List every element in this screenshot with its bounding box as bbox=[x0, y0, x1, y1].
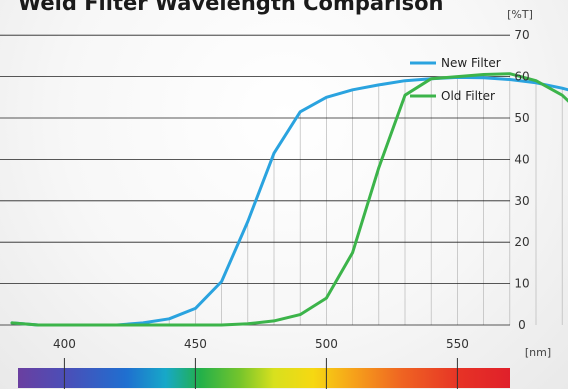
y-tick-label: 50 bbox=[514, 111, 529, 125]
y-tick-label: 60 bbox=[514, 70, 529, 84]
y-tick-label: 70 bbox=[514, 28, 529, 42]
y-unit-label: [%T] bbox=[507, 8, 533, 21]
y-tick-label: 20 bbox=[514, 235, 529, 249]
y-tick-label: 40 bbox=[514, 152, 529, 166]
y-tick-label: 30 bbox=[514, 194, 529, 208]
x-tick-label: 550 bbox=[446, 337, 469, 351]
legend: New Filter Old Filter bbox=[410, 56, 501, 103]
y-tick-label: 10 bbox=[514, 277, 529, 291]
x-unit-label: [nm] bbox=[525, 346, 551, 359]
spectrum-ticks bbox=[63, 358, 458, 389]
series-line-new-filter bbox=[10, 75, 568, 327]
x-tick-labels: 400450500550600650700750 bbox=[53, 337, 469, 351]
horizontal-gridlines bbox=[0, 34, 510, 326]
series-lines bbox=[10, 72, 568, 327]
legend-label: New Filter bbox=[441, 56, 501, 70]
x-tick-label: 450 bbox=[184, 337, 207, 351]
series-line-old-filter bbox=[10, 72, 568, 327]
legend-label: Old Filter bbox=[441, 89, 495, 103]
chart-title: Weld Filter Wavelength Comparison bbox=[18, 0, 444, 15]
y-tick-labels: 0 10 20 30 40 50 60 70 bbox=[514, 28, 529, 332]
y-tick-label: 0 bbox=[518, 318, 526, 332]
x-tick-label: 500 bbox=[315, 337, 338, 351]
visible-spectrum-bar bbox=[18, 368, 510, 388]
x-tick-label: 400 bbox=[53, 337, 76, 351]
